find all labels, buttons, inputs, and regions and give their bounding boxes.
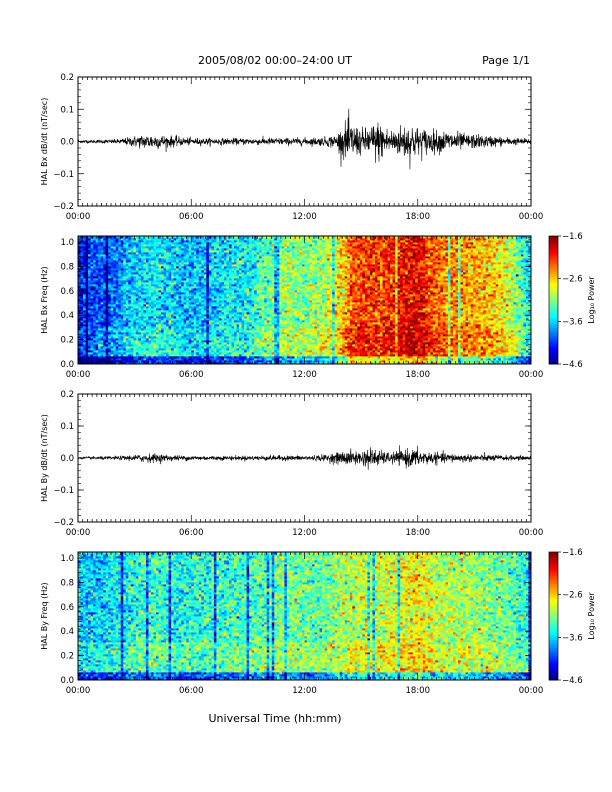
figure-title: 2005/08/02 00:00–24:00 UT	[198, 54, 352, 67]
y-axis-title: HAL Bx dB/dt (nT/sec)	[40, 98, 49, 186]
y-tick-label: 0.0	[60, 138, 74, 148]
x-tick-label: 12:00	[292, 212, 317, 222]
x-tick-label: 06:00	[179, 212, 204, 222]
x-tick-label: 00:00	[519, 212, 544, 222]
x-tick-label: 00:00	[66, 212, 91, 222]
x-tick-label: 18:00	[406, 212, 431, 222]
y-tick-label: 0.1	[60, 105, 74, 115]
y-tick-label: −0.1	[53, 170, 74, 180]
y-tick-label: 0.2	[60, 73, 74, 83]
y-tick-label: −0.2	[53, 202, 74, 212]
spectrogram-image	[78, 236, 531, 364]
page-indicator: Page 1/1	[482, 54, 530, 67]
series-line	[78, 109, 531, 169]
panel-bx-spectrogram: 00:00 06:00 12:00 18:00 00:000.00.20.40.60.8…	[40, 232, 596, 380]
panel-bx-waveform: 00:00 06:00 12:00 18:00 00:00−0.2−0.10.00.10…	[40, 73, 543, 222]
